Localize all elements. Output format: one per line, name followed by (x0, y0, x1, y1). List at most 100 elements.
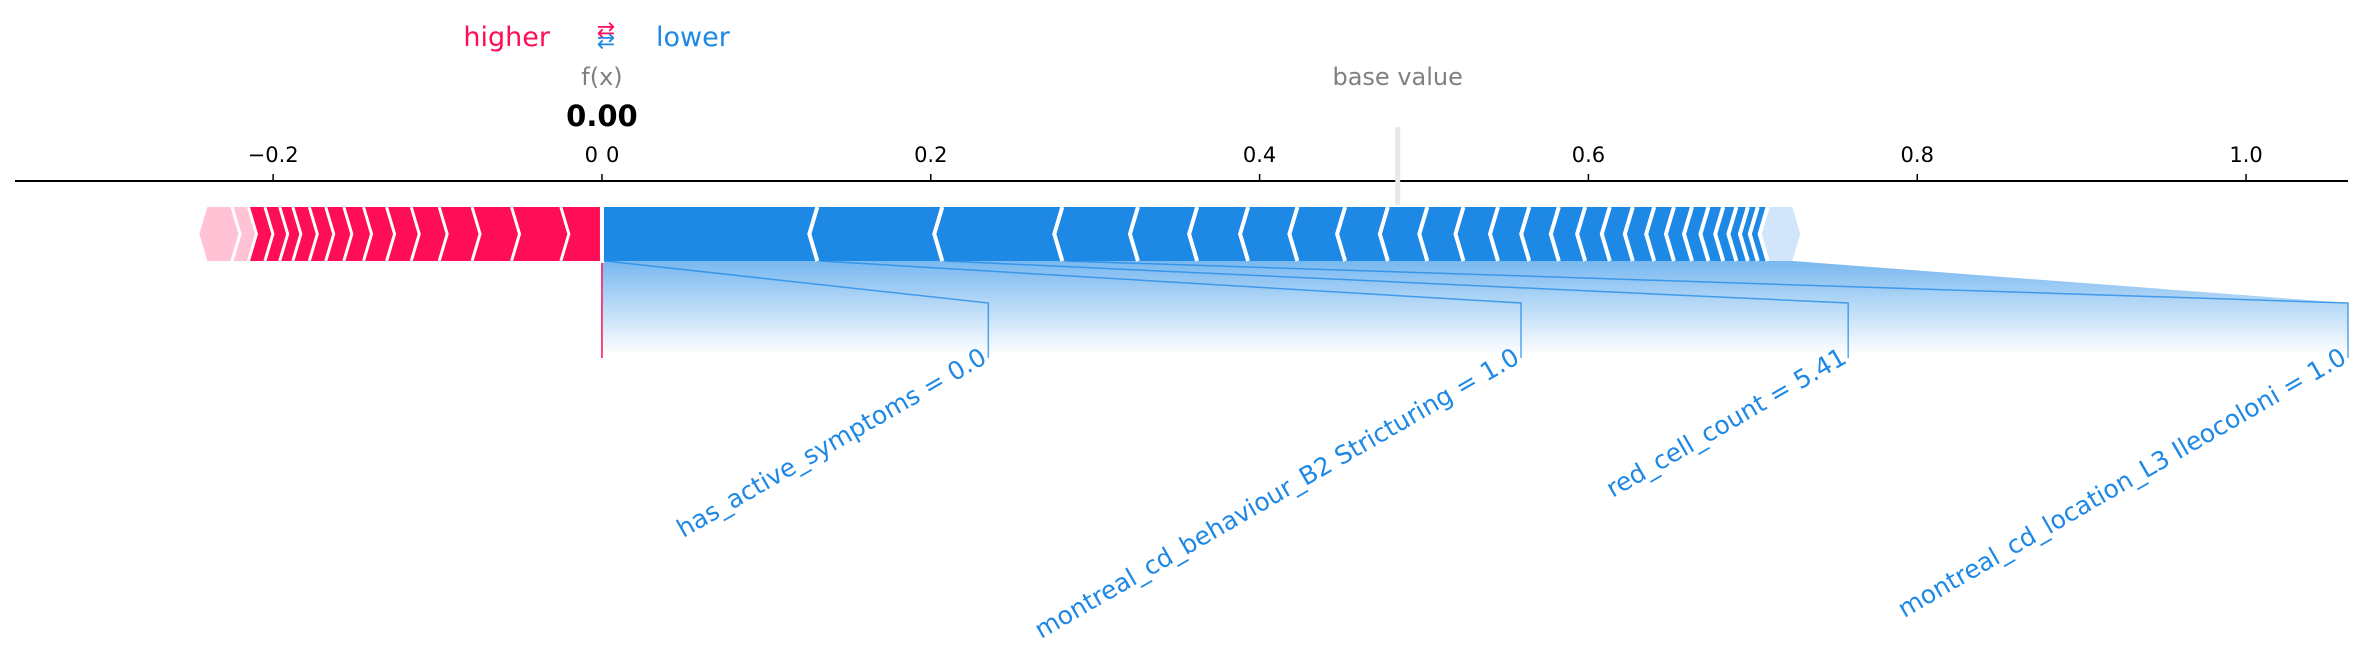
positive-force-segment (309, 207, 334, 261)
force-bars (199, 205, 1801, 263)
negative-segment-divider (1644, 206, 1657, 262)
svg-text:⇄: ⇄ (597, 29, 615, 54)
feature-label: has_active_symptoms = 0.0 (672, 342, 992, 543)
feature-label: montreal_cd_location_L3 Ileocoloni = 1.0 (1893, 342, 2351, 623)
positive-force-segment (199, 207, 241, 261)
negative-segment-divider (1127, 206, 1140, 262)
positive-force-segment (292, 207, 318, 261)
negative-force-segment (1337, 207, 1388, 261)
negative-segment-divider (1726, 206, 1739, 262)
positive-segment-divider (230, 206, 242, 262)
positive-segment-divider (342, 206, 354, 262)
negative-force-segment (1054, 207, 1138, 261)
negative-force-segment (1489, 207, 1530, 261)
connector-shade (601, 261, 2349, 358)
negative-force-segment (1455, 207, 1498, 261)
negative-segment-divider (1417, 206, 1430, 262)
positive-force-segment (363, 207, 395, 261)
negative-segment-divider (1747, 206, 1760, 262)
positive-segment-divider (559, 206, 571, 262)
positive-force-segment (232, 207, 257, 261)
connector-shade-area (601, 261, 2349, 355)
positive-segment-divider (470, 206, 482, 262)
positive-force-segment (439, 207, 481, 261)
positive-force-segment (560, 207, 602, 261)
negative-segment-divider (1052, 206, 1065, 262)
positive-segment-divider (510, 206, 522, 262)
negative-segment-divider (1663, 206, 1676, 262)
feature-labels: has_active_symptoms = 0.0 montreal_cd_beh… (672, 342, 2351, 644)
positive-force-segment (511, 207, 569, 261)
x-tick-label: 0 (585, 143, 598, 167)
negative-force-segment (934, 207, 1063, 261)
svg-text:⇄: ⇄ (597, 18, 615, 43)
feature-label: montreal_cd_behaviour_B2 Stricturing = 1… (1030, 342, 1524, 644)
positive-segment-divider (409, 206, 421, 262)
positive-force-segment (411, 207, 448, 261)
negative-segment-divider (1519, 206, 1532, 262)
swap-arrows-icon: ⇄ ⇄ (597, 18, 615, 54)
negative-segment-divider (1487, 206, 1500, 262)
negative-segment-divider (1599, 206, 1612, 262)
positive-segment-divider (307, 206, 319, 262)
base-value-label: base value (1332, 63, 1462, 91)
x-tick-label: 0.6 (1572, 143, 1605, 167)
positive-segment-divider (291, 206, 303, 262)
negative-force-segment (1646, 207, 1674, 261)
feature-connector (1065, 260, 2349, 358)
positive-segment-divider (263, 206, 275, 262)
negative-segment-divider (1187, 206, 1200, 262)
negative-segment-divider (1377, 206, 1390, 262)
negative-segment-divider (1548, 206, 1561, 262)
negative-force-segment (1189, 207, 1249, 261)
negative-force-segment (1624, 207, 1655, 261)
negative-segment-divider (1698, 206, 1711, 262)
positive-force-segment (343, 207, 372, 261)
negative-segment-divider (1335, 206, 1348, 262)
legend-higher-label: higher (463, 22, 550, 53)
negative-segment-divider (1622, 206, 1635, 262)
positive-segment-divider (324, 206, 336, 262)
x-axis-ticks: −0.2 0 0 0.2 0.4 0.6 0.8 1.0 (248, 143, 2263, 181)
negative-force-segment (601, 207, 818, 261)
feature-connector (604, 260, 990, 358)
feature-connector (820, 260, 1522, 358)
x-tick-label: 0 (606, 143, 619, 167)
fx-label: f(x) (581, 63, 622, 91)
negative-force-segment (1550, 207, 1586, 261)
x-tick-label: 0.4 (1243, 143, 1276, 167)
x-tick-label: 0.2 (914, 143, 947, 167)
negative-segment-divider (1757, 206, 1770, 262)
negative-force-segment (1601, 207, 1633, 261)
x-tick-label: 1.0 (2229, 143, 2262, 167)
fx-value: 0.00 (566, 99, 638, 133)
positive-force-segment (325, 207, 352, 261)
positive-segment-divider (385, 206, 397, 262)
legend-lower-label: lower (656, 22, 731, 53)
feature-connector (945, 260, 1849, 358)
negative-force-segment (1665, 207, 1692, 261)
positive-force-segment (264, 207, 288, 261)
negative-segment-divider (1453, 206, 1466, 262)
x-tick-label: −0.2 (248, 143, 299, 167)
feature-connectors (604, 260, 2349, 358)
negative-force-segment (1379, 207, 1428, 261)
negative-force-segment (1577, 207, 1610, 261)
negative-segment-divider (1287, 206, 1300, 262)
x-tick-label: 0.8 (1901, 143, 1934, 167)
negative-segment-divider (1713, 206, 1726, 262)
negative-segment-divider (932, 206, 945, 262)
negative-force-segment (1289, 207, 1346, 261)
positive-segment-divider (362, 206, 374, 262)
positive-force-segment (472, 207, 520, 261)
positive-force-segment (386, 207, 420, 261)
negative-segment-divider (1575, 206, 1588, 262)
negative-segment-divider (1737, 206, 1750, 262)
negative-force-segment (809, 207, 943, 261)
negative-segment-divider (1681, 206, 1694, 262)
negative-force-segment (1683, 207, 1709, 261)
negative-segment-divider (1238, 206, 1251, 262)
positive-segment-divider (247, 206, 259, 262)
negative-force-segment (1759, 207, 1801, 261)
